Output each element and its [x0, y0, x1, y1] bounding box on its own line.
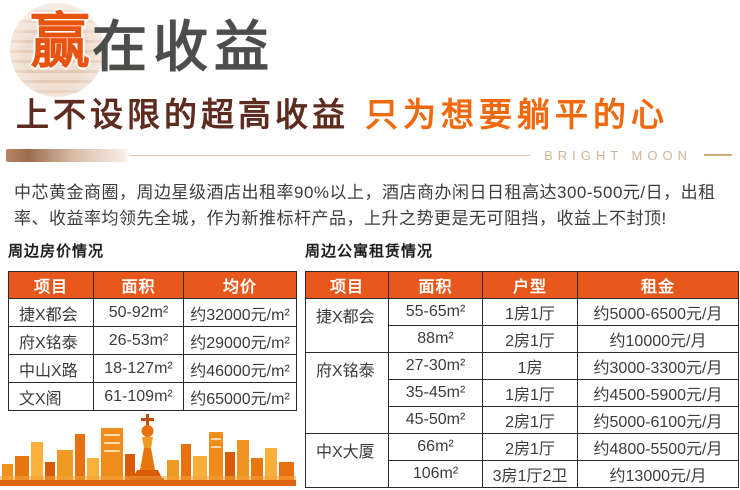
rent-header-layout: 户型	[482, 271, 578, 299]
area-cell: 26-53m²	[93, 326, 184, 355]
area-cell: 35-45m²	[388, 379, 483, 407]
city-skyline-icon	[0, 414, 296, 486]
area-cell: 66m²	[388, 433, 483, 461]
layout-cell: 1房	[482, 352, 578, 380]
project-cell: 捷X都会	[8, 298, 94, 327]
rent-cell: 约5000-6500元/月	[577, 298, 739, 326]
logo-win-character: 赢	[30, 8, 90, 75]
table-row: 88m² 2房1厅 约10000元/月	[306, 325, 739, 353]
rent-table: 项目 面积 户型 租金 捷X都会 55-65m² 1房1厅 约5000-6500…	[305, 271, 739, 488]
price-table-header-row: 项目 面积 均价	[8, 271, 297, 299]
layout-cell: 2房1厅	[482, 406, 578, 434]
table-row: 府X铭泰 27-30m² 1房 约3000-3300元/月	[305, 352, 739, 434]
rent-cell: 约10000元/月	[577, 325, 739, 353]
divider-line	[130, 154, 531, 156]
table-row: 106m² 3房1厅2卫 约13000元/月	[306, 460, 739, 488]
rent-cell: 约3000-3300元/月	[577, 352, 739, 380]
area-cell: 88m²	[388, 325, 483, 353]
table-row: 府X铭泰 26-53m² 约29000元/m²	[8, 326, 297, 355]
price-header-area: 面积	[93, 271, 184, 299]
price-header-project: 项目	[8, 271, 94, 299]
rent-header-area: 面积	[388, 271, 483, 299]
rent-table-title: 周边公寓租赁情况	[305, 243, 434, 260]
layout-cell: 3房1厅2卫	[482, 460, 578, 488]
layout-cell: 2房1厅	[482, 325, 578, 353]
subtitle-right: 只为想要躺平的心	[365, 96, 669, 133]
brush-stroke-decoration	[6, 148, 130, 162]
rent-cell: 约5000-6100元/月	[577, 406, 739, 434]
logo-circle-texture	[10, 3, 104, 97]
price-cell: 约32000元/m²	[183, 298, 297, 327]
table-row: 35-45m² 1房1厅 约4500-5900元/月	[306, 379, 739, 407]
intro-paragraph: 中芯黄金商圈，周边星级酒店出租率90%以上，酒店商办闲日日租高达300-500元…	[14, 183, 716, 228]
area-cell: 27-30m²	[388, 352, 483, 380]
table-row: 捷X都会 55-65m² 1房1厅 约5000-6500元/月	[305, 298, 739, 353]
page-title: 在收益	[92, 16, 276, 78]
price-cell: 约65000元/m²	[183, 382, 297, 411]
price-header-avg-price: 均价	[183, 271, 297, 299]
table-row: 文X阁 61-109m² 约65000元/m²	[8, 382, 297, 411]
subtitle: 上不设限的超高收益 只为想要躺平的心	[16, 88, 669, 136]
rent-header-project: 项目	[305, 271, 389, 299]
area-cell: 45-50m²	[388, 406, 483, 434]
price-table: 项目 面积 均价 捷X都会 50-92m² 约32000元/m² 府X铭泰 26…	[8, 271, 297, 411]
price-cell: 约29000元/m²	[183, 326, 297, 355]
layout-cell: 2房1厅	[482, 433, 578, 461]
rent-cell: 约4800-5500元/月	[577, 433, 739, 461]
price-table-title: 周边房价情况	[8, 243, 105, 260]
brand-name: BRIGHT MOON	[544, 147, 692, 163]
rent-table-header-row: 项目 面积 户型 租金	[305, 271, 739, 299]
price-section: 周边房价情况 项目 面积 均价 捷X都会 50-92m² 约32000元/m² …	[8, 240, 297, 411]
area-cell: 61-109m²	[93, 382, 184, 411]
layout-cell: 1房1厅	[482, 298, 578, 326]
table-row: 中X大厦 66m² 2房1厅 约4800-5500元/月	[305, 433, 739, 488]
brand-divider: BRIGHT MOON	[6, 146, 732, 164]
area-cell: 55-65m²	[388, 298, 483, 326]
table-row: 45-50m² 2房1厅 约5000-6100元/月	[306, 406, 739, 434]
rent-cell: 约13000元/月	[577, 460, 739, 488]
table-row: 捷X都会 50-92m² 约32000元/m²	[8, 298, 297, 327]
project-cell: 中X大厦	[305, 433, 389, 488]
subtitle-left: 上不设限的超高收益	[16, 96, 349, 133]
project-cell: 捷X都会	[305, 298, 389, 353]
project-cell: 府X铭泰	[8, 326, 94, 355]
area-cell: 106m²	[388, 460, 483, 488]
rent-cell: 约4500-5900元/月	[577, 379, 739, 407]
project-cell: 文X阁	[8, 382, 94, 411]
rent-header-rent: 租金	[577, 271, 739, 299]
project-cell: 府X铭泰	[305, 352, 389, 434]
area-cell: 50-92m²	[93, 298, 184, 327]
table-row: 中山X路 18-127m² 约46000元/m²	[8, 354, 297, 383]
layout-cell: 1房1厅	[482, 379, 578, 407]
divider-dash	[704, 154, 732, 156]
rent-section: 周边公寓租赁情况 项目 面积 户型 租金 捷X都会 55-65m² 1房1厅 约…	[305, 240, 739, 488]
area-cell: 18-127m²	[93, 354, 184, 383]
price-cell: 约46000元/m²	[183, 354, 297, 383]
project-cell: 中山X路	[8, 354, 94, 383]
